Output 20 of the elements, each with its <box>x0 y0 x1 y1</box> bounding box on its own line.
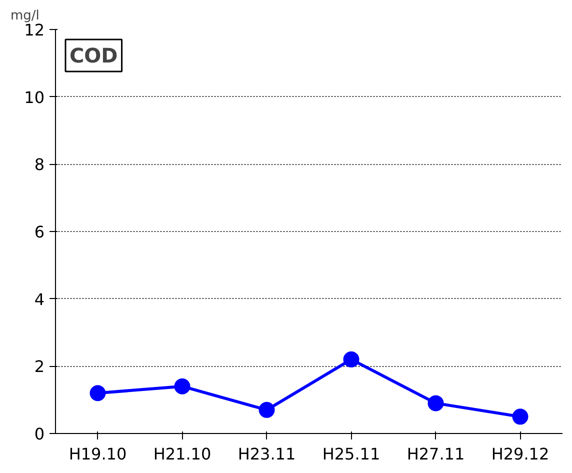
point <box>174 378 190 394</box>
x-tick-label: H27.11 <box>406 444 465 464</box>
point <box>343 351 360 368</box>
y-tick-label: 2 <box>34 357 45 376</box>
point <box>428 395 444 412</box>
y-tick-label: 10 <box>24 88 44 107</box>
x-tick-label: H19.10 <box>68 444 127 464</box>
y-axis-title: mg/l <box>10 8 40 24</box>
x-tick-label: H21.10 <box>153 444 212 464</box>
x-tick-label: H29.12 <box>491 444 550 464</box>
y-tick-label: 4 <box>34 290 45 309</box>
x-tick-label: H23.11 <box>238 444 296 464</box>
point <box>258 402 275 418</box>
x-tick-label: H25.11 <box>322 444 380 464</box>
point <box>90 385 106 402</box>
y-tick-label: 6 <box>34 222 45 242</box>
text: COD <box>70 44 118 68</box>
y-tick-label: 0 <box>34 424 45 444</box>
point <box>512 408 528 425</box>
y-tick-label: 8 <box>34 155 45 174</box>
